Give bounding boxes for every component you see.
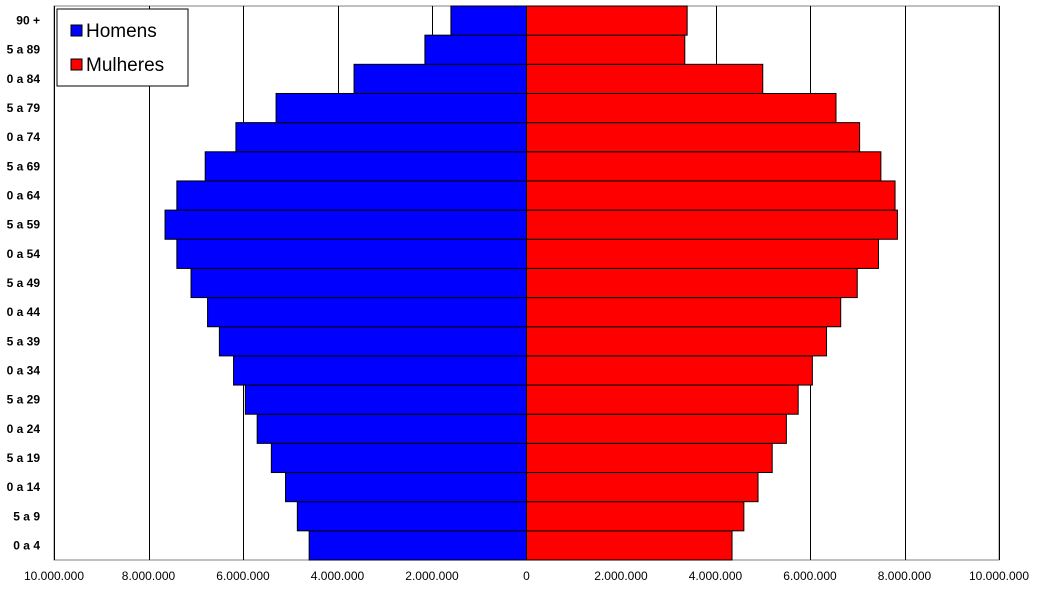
bar-homens [353,63,527,94]
bar-homens [204,151,527,182]
bar-homens [256,413,527,444]
bar-homens [233,355,528,386]
y-tick-label: 5 a 89 [7,43,41,57]
y-tick-label: 5 a 39 [7,334,41,348]
bar-mulheres [526,267,858,299]
legend-box [56,8,189,87]
y-tick-label: 0 a 4 [13,538,40,552]
x-tick-label: 6.000.000 [216,569,270,583]
bar-mulheres [526,501,745,532]
bar-mulheres [526,180,896,211]
y-tick-label: 5 a 49 [7,276,41,290]
bar-homens [207,297,527,328]
bar-mulheres [526,413,787,444]
bar-homens [296,501,527,532]
y-tick-label: 0 a 74 [7,130,41,144]
y-tick-label: 0 a 14 [7,480,41,494]
bar-homens [275,92,528,124]
bar-homens [308,530,527,561]
bar-mulheres [526,209,898,240]
bar-mulheres [526,384,799,415]
bar-mulheres [526,238,880,269]
legend-swatch-homens [70,24,83,37]
bar-mulheres [526,151,882,182]
bar-homens [164,209,527,240]
x-tick-label: 2.000.000 [594,569,648,583]
x-tick-label: 10.000.000 [24,569,84,583]
bar-mulheres [526,355,813,386]
bar-mulheres [526,63,764,94]
y-tick-label: 5 a 79 [7,101,41,115]
y-tick-label: 5 a 59 [7,218,41,232]
y-tick-label: 0 a 24 [7,422,41,436]
x-tick-label: 6.000.000 [783,569,837,583]
y-tick-label: 0 a 84 [7,72,41,86]
y-tick-label: 5 a 9 [13,509,40,523]
bar-mulheres [526,472,759,503]
legend-label-mulheres: Mulheres [86,55,164,76]
bar-homens [176,180,527,211]
legend-label-homens: Homens [86,21,157,42]
bar-homens [270,442,527,474]
y-tick-label: 5 a 29 [7,393,41,407]
bar-homens [450,5,527,36]
bar-homens [176,238,527,269]
bar-homens [218,326,527,357]
bar-mulheres [526,326,828,357]
bar-homens [190,267,527,299]
legend-swatch-mulheres [70,58,83,71]
x-tick-label: 4.000.000 [311,569,365,583]
y-tick-label: 0 a 44 [7,305,41,319]
y-tick-label: 0 a 34 [7,363,41,377]
bar-homens [424,34,528,65]
x-tick-label: 2.000.000 [405,569,459,583]
bar-mulheres [526,297,842,328]
bar-mulheres [526,122,861,153]
bar-mulheres [526,92,837,124]
bar-mulheres [526,5,688,36]
bar-homens [244,384,528,415]
bar-homens [235,122,527,153]
bar-mulheres [526,442,773,474]
y-tick-label: 0 a 54 [7,247,41,261]
y-tick-label: 90 + [16,14,40,28]
bar-mulheres [526,530,733,561]
x-tick-label: 10.000.000 [969,569,1029,583]
x-tick-label: 8.000.000 [122,569,176,583]
x-tick-label: 0 [523,569,530,583]
bar-homens [285,472,527,503]
x-tick-label: 4.000.000 [689,569,743,583]
y-tick-label: 0 a 64 [7,189,41,203]
bar-mulheres [526,34,686,65]
y-tick-label: 5 a 19 [7,451,41,465]
y-tick-label: 5 a 69 [7,159,41,173]
x-tick-label: 8.000.000 [878,569,932,583]
